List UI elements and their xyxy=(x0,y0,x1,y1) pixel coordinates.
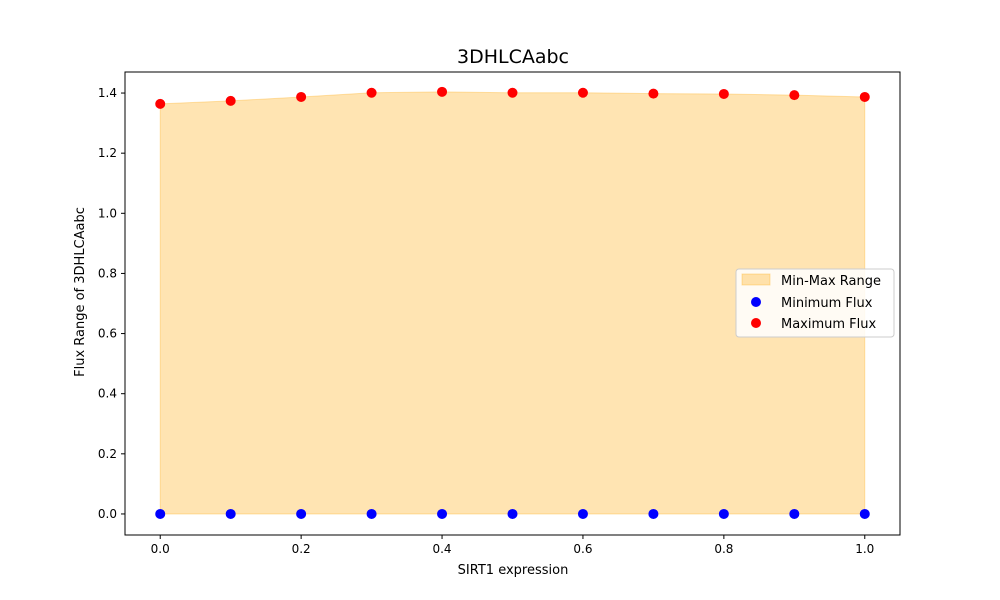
legend-label-min-max-range: Min-Max Range xyxy=(781,274,881,289)
maximum-flux-point xyxy=(437,86,448,97)
minimum-flux-point xyxy=(155,508,166,519)
plot-frame xyxy=(124,71,901,536)
x-tick-label: 0.0 xyxy=(151,542,170,556)
legend-marker-minimum-flux xyxy=(751,297,761,307)
minimum-flux-point xyxy=(718,508,729,519)
y-tick-label: 1.0 xyxy=(98,206,117,220)
minimum-flux-point xyxy=(648,508,659,519)
y-tick-label: 0.4 xyxy=(98,387,117,401)
legend-label-minimum-flux: Minimum Flux xyxy=(781,296,873,311)
minimum-flux-point xyxy=(437,508,448,519)
maximum-flux-point xyxy=(225,95,236,106)
minimum-flux-point xyxy=(859,508,870,519)
legend-swatch-min-max-range xyxy=(741,273,771,286)
y-tick-label: 0.8 xyxy=(98,266,117,280)
legend-label-maximum-flux: Maximum Flux xyxy=(781,317,877,332)
x-tick-label: 0.2 xyxy=(292,542,311,556)
y-tick-label: 1.4 xyxy=(98,86,117,100)
minimum-flux-point xyxy=(507,508,518,519)
minimum-flux-point xyxy=(789,508,800,519)
minimum-flux-point xyxy=(296,508,307,519)
maximum-flux-point xyxy=(155,98,166,109)
y-tick-label: 0.2 xyxy=(98,447,117,461)
maximum-flux-point xyxy=(789,90,800,101)
legend-marker-maximum-flux xyxy=(751,318,761,328)
x-axis-ticks: 0.0 0.2 0.4 0.6 0.8 1.0 xyxy=(151,535,874,556)
x-axis-label: SIRT1 expression xyxy=(458,563,569,578)
maximum-flux-point xyxy=(507,87,518,98)
maximum-flux-point xyxy=(859,91,870,102)
maximum-flux-point xyxy=(577,87,588,98)
maximum-flux-point xyxy=(296,91,307,102)
x-tick-label: 0.8 xyxy=(714,542,733,556)
y-axis-ticks: 0.0 0.2 0.4 0.6 0.8 1.0 1.2 1.4 xyxy=(98,86,125,521)
chart-title: 3DHLCAabc xyxy=(457,46,569,68)
y-tick-label: 1.2 xyxy=(98,146,117,160)
maximum-flux-point xyxy=(648,88,659,99)
minimum-flux-point xyxy=(577,508,588,519)
maximum-flux-point xyxy=(366,87,377,98)
x-tick-label: 0.6 xyxy=(573,542,592,556)
x-tick-label: 1.0 xyxy=(855,542,874,556)
minimum-flux-point xyxy=(366,508,377,519)
x-tick-label: 0.4 xyxy=(432,542,451,556)
minimum-flux-point xyxy=(225,508,236,519)
y-axis-label: Flux Range of 3DHLCAabc xyxy=(73,207,88,377)
maximum-flux-point xyxy=(718,88,729,99)
y-tick-label: 0.6 xyxy=(98,327,117,341)
points-layer xyxy=(155,86,870,519)
legend-box xyxy=(735,268,895,338)
legend: Min-Max Range Minimum Flux Maximum Flux xyxy=(735,268,895,338)
y-tick-label: 0.0 xyxy=(98,507,117,521)
